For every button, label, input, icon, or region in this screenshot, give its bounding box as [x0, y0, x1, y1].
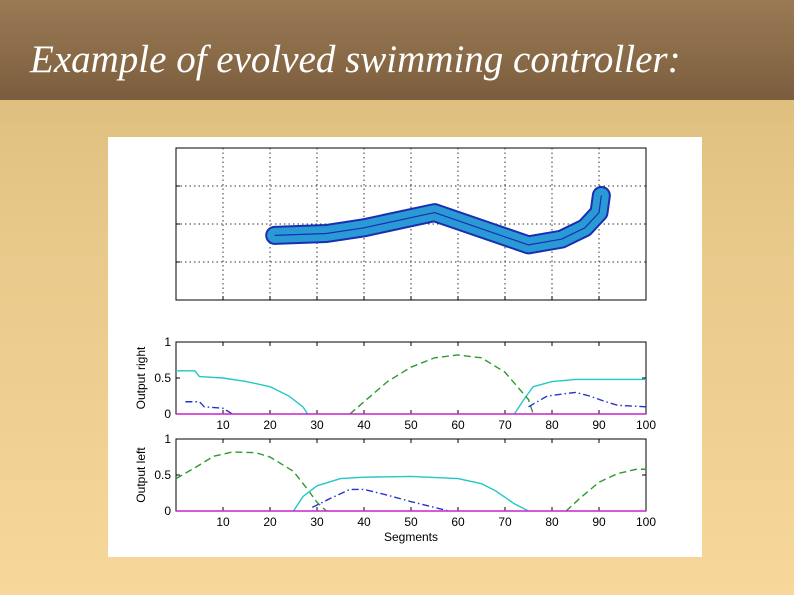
x-tick-label: 30 [310, 515, 324, 529]
figure-panel: 10 20 30 40 50 60 70 80 90 100 0 0.5 1 Output right 1… [108, 137, 702, 557]
output-left-series-green-dashed [175, 451, 327, 512]
output-right-series-cyan-solid [513, 378, 646, 415]
x-tick-label: 100 [636, 515, 656, 529]
x-tick-label: 80 [545, 515, 559, 529]
output-left-frame [175, 438, 647, 512]
x-tick-label: 60 [451, 418, 465, 432]
swimmer-midline [274, 195, 602, 246]
output-right-y-axis-label: Output right [134, 346, 148, 409]
output-left-plot: 10 20 30 40 50 60 70 80 90 100 0 0.5 1 Output left Seg… [134, 432, 656, 544]
output-left-x-axis-label: Segments [384, 530, 438, 544]
y-tick-label: 0.5 [154, 371, 171, 385]
x-tick-label: 40 [357, 418, 371, 432]
output-right-series-green-dashed [349, 354, 534, 415]
x-tick-label: 50 [404, 418, 418, 432]
output-right-series-blue-dashdot [528, 391, 647, 408]
x-tick-label: 20 [263, 515, 277, 529]
y-tick-label: 0 [164, 407, 171, 421]
output-left-y-axis-label: Output left [134, 447, 148, 503]
x-tick-label: 20 [263, 418, 277, 432]
x-tick-label: 90 [592, 418, 606, 432]
output-right-plot: 10 20 30 40 50 60 70 80 90 100 0 0.5 1 Output right [134, 335, 656, 432]
x-tick-label: 50 [404, 515, 418, 529]
y-tick-label: 0 [164, 504, 171, 518]
x-tick-label: 10 [216, 418, 230, 432]
output-right-series-blue-dashdot [185, 401, 233, 415]
slide-title: Example of evolved swimming controller: [30, 38, 681, 81]
y-tick-label: 1 [164, 335, 171, 349]
y-tick-label: 1 [164, 432, 171, 446]
x-tick-label: 10 [216, 515, 230, 529]
output-left-series-green-dashed [565, 468, 646, 512]
x-tick-label: 100 [636, 418, 656, 432]
x-tick-label: 30 [310, 418, 324, 432]
output-right-series-cyan-solid [176, 370, 309, 415]
y-tick-label: 0.5 [154, 468, 171, 482]
body-shape-plot [175, 147, 647, 301]
x-tick-label: 70 [498, 515, 512, 529]
x-tick-label: 40 [357, 515, 371, 529]
title-bar: Example of evolved swimming controller: [0, 0, 794, 100]
output-left-series-cyan-solid [292, 475, 529, 512]
x-tick-label: 90 [592, 515, 606, 529]
x-tick-label: 70 [498, 418, 512, 432]
x-tick-label: 60 [451, 515, 465, 529]
x-tick-label: 80 [545, 418, 559, 432]
output-right-frame [175, 341, 647, 415]
